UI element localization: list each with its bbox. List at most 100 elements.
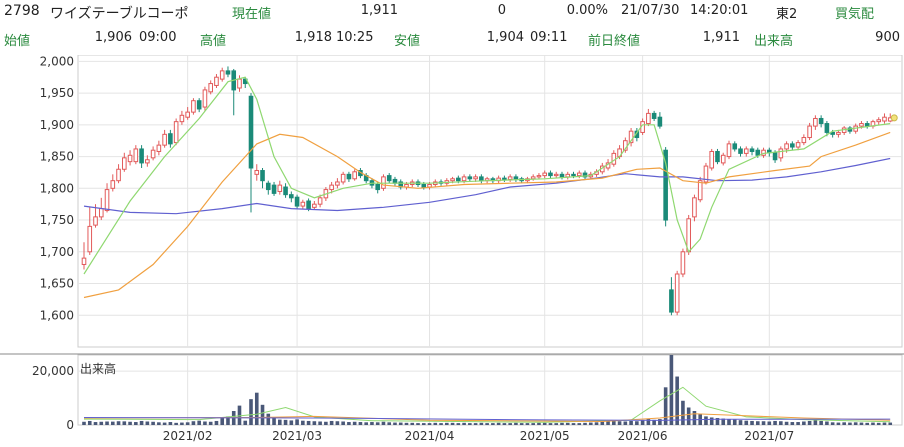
volume-bar (341, 421, 345, 425)
stock-chart: 2,000 1,950 1,900 1,850 1,800 1,750 1,700 1,650… (0, 55, 904, 443)
candle-body (507, 176, 513, 180)
ma-short-line (83, 76, 891, 275)
candle-body (473, 176, 478, 180)
y-tick-label: 1,950 (40, 86, 74, 100)
candle-body (93, 216, 98, 226)
volume-bar (450, 422, 455, 425)
candle-body (317, 197, 323, 205)
volume-bar (658, 419, 662, 425)
volume-bar (640, 420, 645, 425)
candle-body (778, 148, 784, 159)
candle-body (669, 289, 674, 313)
candle-body (139, 148, 144, 164)
candle-body (790, 143, 795, 148)
candle-body (122, 157, 127, 170)
y-tick-label: 2,000 (40, 55, 74, 68)
volume-bar (583, 422, 587, 425)
volume-bar (283, 419, 288, 425)
volume-bar (468, 423, 472, 425)
candle-body (801, 137, 807, 144)
volume-bar (203, 421, 207, 425)
candle-body (456, 177, 461, 182)
y-tick-label: 1,900 (40, 118, 74, 132)
volume-bar (548, 423, 553, 425)
candle-body (381, 176, 386, 189)
volume-bar (888, 422, 893, 425)
y-tick-label: 1,750 (40, 213, 74, 227)
low-time: 09:11 (530, 30, 568, 45)
volume-bar (110, 421, 115, 425)
volume-bar (623, 421, 628, 425)
volume-bar (565, 422, 570, 425)
volume-bar (692, 411, 697, 425)
current-price-label: 現在値 (232, 7, 272, 22)
volume-bar (180, 422, 184, 425)
candle-body (421, 183, 427, 188)
candle-body (208, 83, 213, 93)
volume-bar (99, 421, 104, 425)
volume-bar (398, 422, 403, 425)
volume-bar (865, 422, 870, 425)
volume-bar (122, 421, 127, 425)
volume-bar (519, 423, 524, 425)
moving-averages (83, 76, 891, 299)
candle-body (202, 89, 208, 108)
volume-bar (502, 423, 507, 425)
stock-name: ワイズテーブルコーポ (50, 6, 189, 22)
candle-body (335, 181, 340, 186)
candle-body (289, 194, 294, 199)
volume-bar (116, 421, 121, 425)
volume-bar (473, 423, 478, 425)
candle-body (824, 123, 830, 133)
candle-body (104, 189, 110, 212)
candle-body (530, 176, 536, 180)
volume-bar (531, 423, 535, 425)
candle-body (260, 170, 265, 182)
volume-bar (197, 420, 201, 425)
prev-close-value: 1,911 (702, 30, 740, 45)
quote-date: 21/07/30 (621, 3, 680, 18)
candle-body (306, 200, 311, 210)
volume-tick-label: 20,000 (32, 364, 74, 378)
volume-bar (600, 421, 605, 425)
candle-body (168, 133, 173, 145)
candle-body (156, 144, 162, 152)
candle-body (214, 76, 219, 86)
candle-body (81, 257, 87, 265)
volume-bar (439, 423, 443, 425)
candle-body (283, 186, 288, 196)
volume-bar (842, 422, 846, 425)
open-value: 1,906 (94, 30, 132, 45)
candle-body (277, 184, 283, 192)
volume-bar (266, 413, 271, 425)
volume-bar (750, 420, 754, 425)
volume-bar (491, 423, 495, 425)
volume-bar (646, 418, 651, 425)
volume-bar (347, 422, 351, 425)
candle-body (784, 143, 789, 150)
volume-bar (773, 420, 777, 425)
volume-bar (82, 421, 86, 425)
candle-body (882, 116, 887, 122)
candle-body (876, 119, 882, 123)
candle-body (571, 173, 576, 177)
current-price-value: 1,911 (360, 3, 398, 18)
ma-mid-line (83, 131, 891, 299)
volume-bar (588, 422, 593, 425)
candle-body (294, 196, 300, 207)
candle-body (352, 171, 357, 180)
last-price-marker (890, 114, 898, 122)
candle-body (611, 152, 617, 165)
candle-body (536, 175, 542, 178)
volume-bar (301, 420, 305, 425)
volume-bar (105, 421, 109, 425)
candle-body (133, 148, 139, 163)
volume-bar (220, 417, 225, 425)
candle-body (300, 201, 306, 207)
volume-bar (329, 420, 334, 425)
volume-bar (381, 421, 386, 425)
volume-bar (514, 422, 518, 425)
volume-bar (427, 423, 432, 425)
volume-bar (732, 419, 737, 425)
candle-body (559, 173, 565, 178)
